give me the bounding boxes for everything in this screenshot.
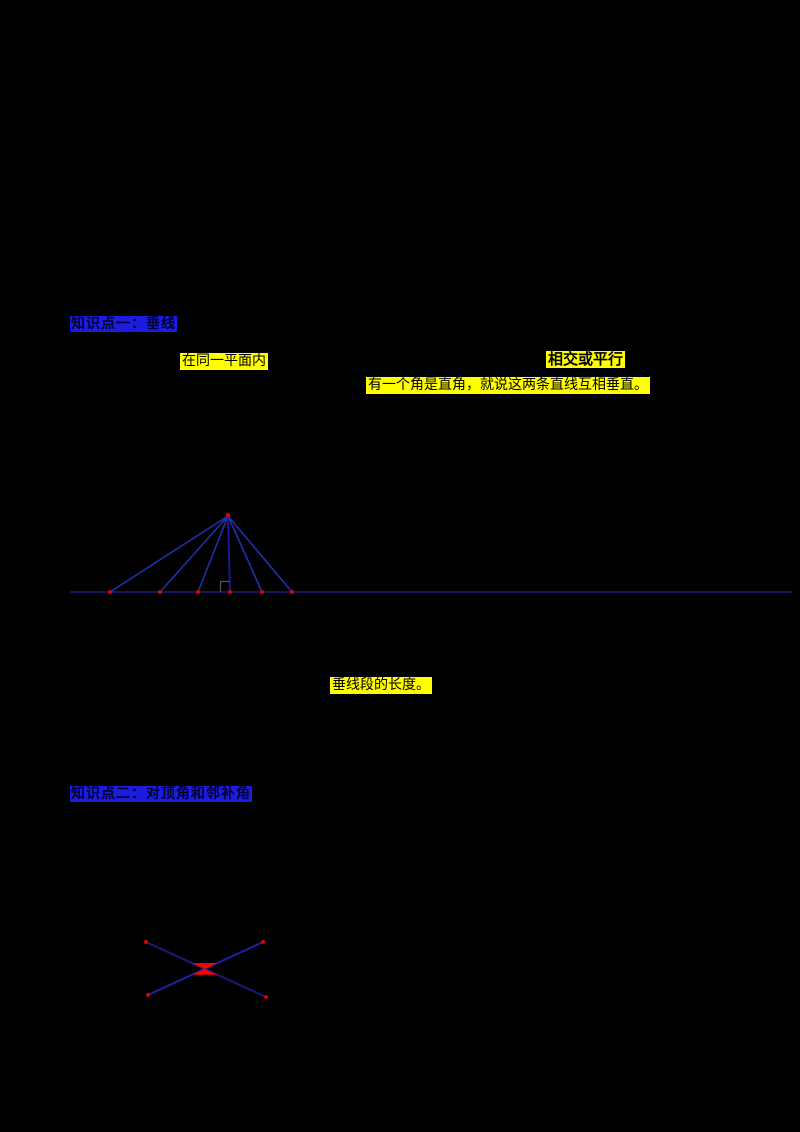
- red-point: [196, 590, 200, 594]
- vertical-angles-figure: [144, 940, 268, 999]
- segment: [197, 515, 229, 593]
- red-point: [158, 590, 162, 594]
- vertical-angle-top: [192, 963, 218, 969]
- red-point: [144, 940, 148, 944]
- red-endpoints: [144, 940, 268, 999]
- segment: [159, 515, 229, 593]
- red-point: [290, 590, 294, 594]
- highlight-perpendicular-definition: 有一个角是直角，就说这两条直线互相垂直。: [366, 377, 650, 394]
- red-points: [108, 512, 294, 594]
- section2-heading: 知识点二：对顶角和邻补角: [70, 786, 252, 802]
- red-point: [108, 590, 112, 594]
- highlight-perpendicular-length: 垂线段的长度。: [330, 677, 432, 694]
- highlight-intersect-or-parallel: 相交或平行: [546, 350, 626, 368]
- right-angle-marker: [219, 580, 230, 592]
- red-point: [261, 940, 265, 944]
- section1-heading: 知识点一：垂线: [70, 316, 177, 332]
- vertical-angle-bottom: [192, 968, 218, 975]
- point-to-line-distance-figure: [70, 512, 792, 594]
- highlight-same-plane: 在同一平面内: [180, 353, 268, 370]
- red-point-apex: [225, 512, 231, 518]
- segment: [227, 515, 263, 593]
- red-point-foot: [228, 590, 232, 594]
- perpendicular-segment: [227, 515, 231, 593]
- segments-from-point: [109, 515, 293, 593]
- segment: [227, 515, 293, 593]
- red-point: [264, 995, 268, 999]
- red-point: [260, 590, 264, 594]
- red-point: [146, 993, 150, 997]
- segment: [109, 515, 229, 593]
